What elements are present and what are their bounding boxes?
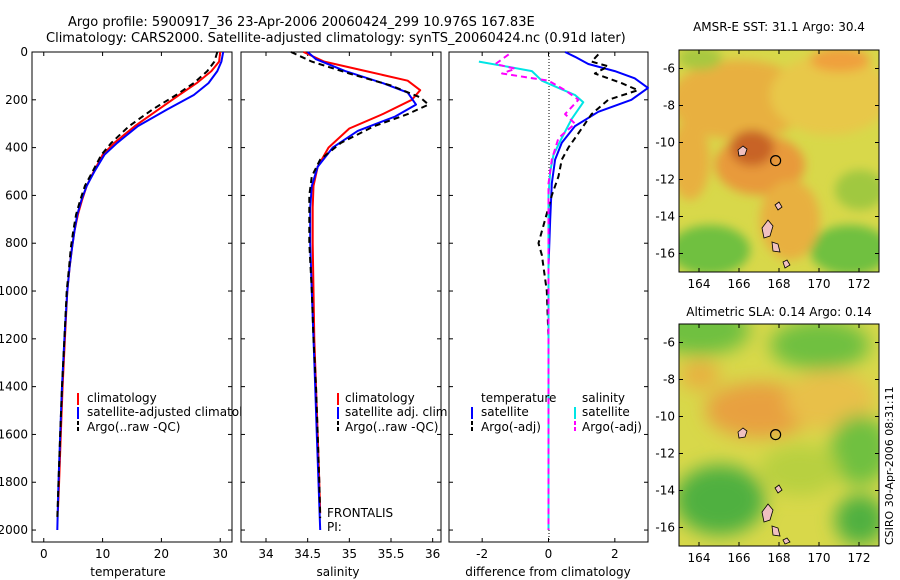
coastline (737, 427, 791, 545)
argo-position-marker (769, 429, 782, 441)
y-tick-label: 1000 (0, 284, 28, 298)
y-tick-label: -16 (655, 521, 675, 535)
y-tick-label: 400 (5, 141, 28, 155)
salinity-panel: 34 34.5 35 35.5 36 salinity climatology sate… (240, 51, 451, 579)
x-tick-label: -2 (476, 547, 488, 561)
y-tick-label: -16 (655, 247, 675, 261)
difference-legend: temperature salinity satellite Argo(-adj… (471, 391, 642, 434)
legend-label-climatology: climatology (345, 391, 415, 405)
sla-map-title: Altimetric SLA: 0.14 Argo: 0.14 (686, 305, 871, 319)
y-tick-label: -8 (663, 99, 675, 113)
x-tick-label: 168 (768, 277, 791, 291)
x-tick-label: 0 (40, 547, 48, 561)
y-tick-label: 600 (5, 188, 28, 202)
coastline (737, 145, 791, 269)
series-line-0-2 (56, 51, 219, 519)
y-tick-label: -10 (655, 136, 675, 150)
y-tick-label: 200 (5, 93, 28, 107)
x-tick-label: 34 (258, 547, 273, 561)
x-tick-label: 172 (848, 277, 871, 291)
sst-map-panel: AMSR-E SST: 31.1 Argo: 30.4 (655, 20, 880, 291)
annotation-pi: PI: (327, 520, 342, 534)
salinity-legend: climatology satellite adj. clim. Argo(..… (337, 391, 451, 434)
x-tick-label: 34.5 (294, 547, 321, 561)
argo-position-marker (769, 155, 782, 167)
legend-title-temperature: temperature (481, 391, 556, 405)
x-tick-label: 2 (611, 547, 619, 561)
legend-label-sal-argo: Argo(-adj) (582, 420, 642, 434)
y-tick-label: 1400 (0, 380, 28, 394)
header-line2: Climatology: CARS2000. Satellite-adjuste… (46, 31, 626, 46)
y-tick-label: -14 (655, 210, 675, 224)
temperature-xlabel: temperature (90, 565, 165, 579)
y-tick-label: -14 (655, 484, 675, 498)
legend-title-salinity: salinity (582, 391, 625, 405)
x-tick-label: 30 (213, 547, 228, 561)
x-tick-label: 10 (95, 547, 110, 561)
y-tick-label: 2000 (0, 523, 28, 537)
annotation-frontalis: FRONTALIS (327, 506, 393, 520)
x-tick-label: 164 (688, 551, 711, 565)
x-tick-label: 35.5 (378, 547, 405, 561)
legend-label-temp-satellite: satellite (481, 405, 529, 419)
x-tick-label: 164 (688, 277, 711, 291)
legend-label-argo: Argo(..raw -QC) (345, 420, 438, 434)
x-tick-label: 170 (808, 551, 831, 565)
legend-label-climatology: climatology (87, 391, 157, 405)
temperature-legend: climatology satellite-adjusted climatolo… (77, 391, 265, 434)
y-tick-label: -6 (663, 336, 675, 350)
y-tick-label: -12 (655, 173, 675, 187)
x-tick-label: 172 (848, 551, 871, 565)
legend-label-argo: Argo(..raw -QC) (87, 420, 180, 434)
x-tick-label: 166 (728, 277, 751, 291)
legend-label-satellite: satellite adj. clim. (345, 405, 451, 419)
difference-xlabel: difference from climatology (465, 565, 631, 579)
x-tick-label: 35 (342, 547, 357, 561)
legend-label-temp-argo: Argo(-adj) (481, 420, 541, 434)
side-label: CSIRO 30-Apr-2006 08:31:11 (883, 386, 896, 545)
x-tick-label: 170 (808, 277, 831, 291)
x-tick-label: 168 (768, 551, 791, 565)
y-tick-label: -12 (655, 447, 675, 461)
legend-label-satellite: satellite-adjusted climatology (87, 405, 265, 419)
y-tick-label: 0 (20, 45, 28, 59)
series-line-1-1 (307, 51, 417, 531)
y-tick-label: 800 (5, 236, 28, 250)
difference-panel: -2 0 2 difference from climatology tempera… (448, 51, 649, 579)
y-tick-label: 1200 (0, 332, 28, 346)
x-tick-label: 36 (425, 547, 440, 561)
header-line1: Argo profile: 5900917_36 23-Apr-2006 200… (68, 15, 535, 30)
x-tick-label: 20 (154, 547, 169, 561)
y-tick-label: 1600 (0, 427, 28, 441)
series-line-1-2 (290, 51, 430, 519)
sla-map-panel: Altimetric SLA: 0.14 Argo: 0.14 (655, 305, 880, 565)
x-tick-label: 0 (545, 547, 553, 561)
legend-label-sal-satellite: satellite (582, 405, 630, 419)
y-tick-label: 1800 (0, 475, 28, 489)
y-tick-label: -10 (655, 410, 675, 424)
y-tick-label: -6 (663, 62, 675, 76)
salinity-xlabel: salinity (316, 565, 359, 579)
series-line-2-3 (494, 53, 580, 530)
temperature-panel: 0 200 400 600 800 1000 1200 1400 1600 1800 2000 0 1… (0, 45, 265, 579)
x-tick-label: 166 (728, 551, 751, 565)
y-tick-label: -8 (663, 373, 675, 387)
sst-map-title: AMSR-E SST: 31.1 Argo: 30.4 (693, 20, 865, 34)
